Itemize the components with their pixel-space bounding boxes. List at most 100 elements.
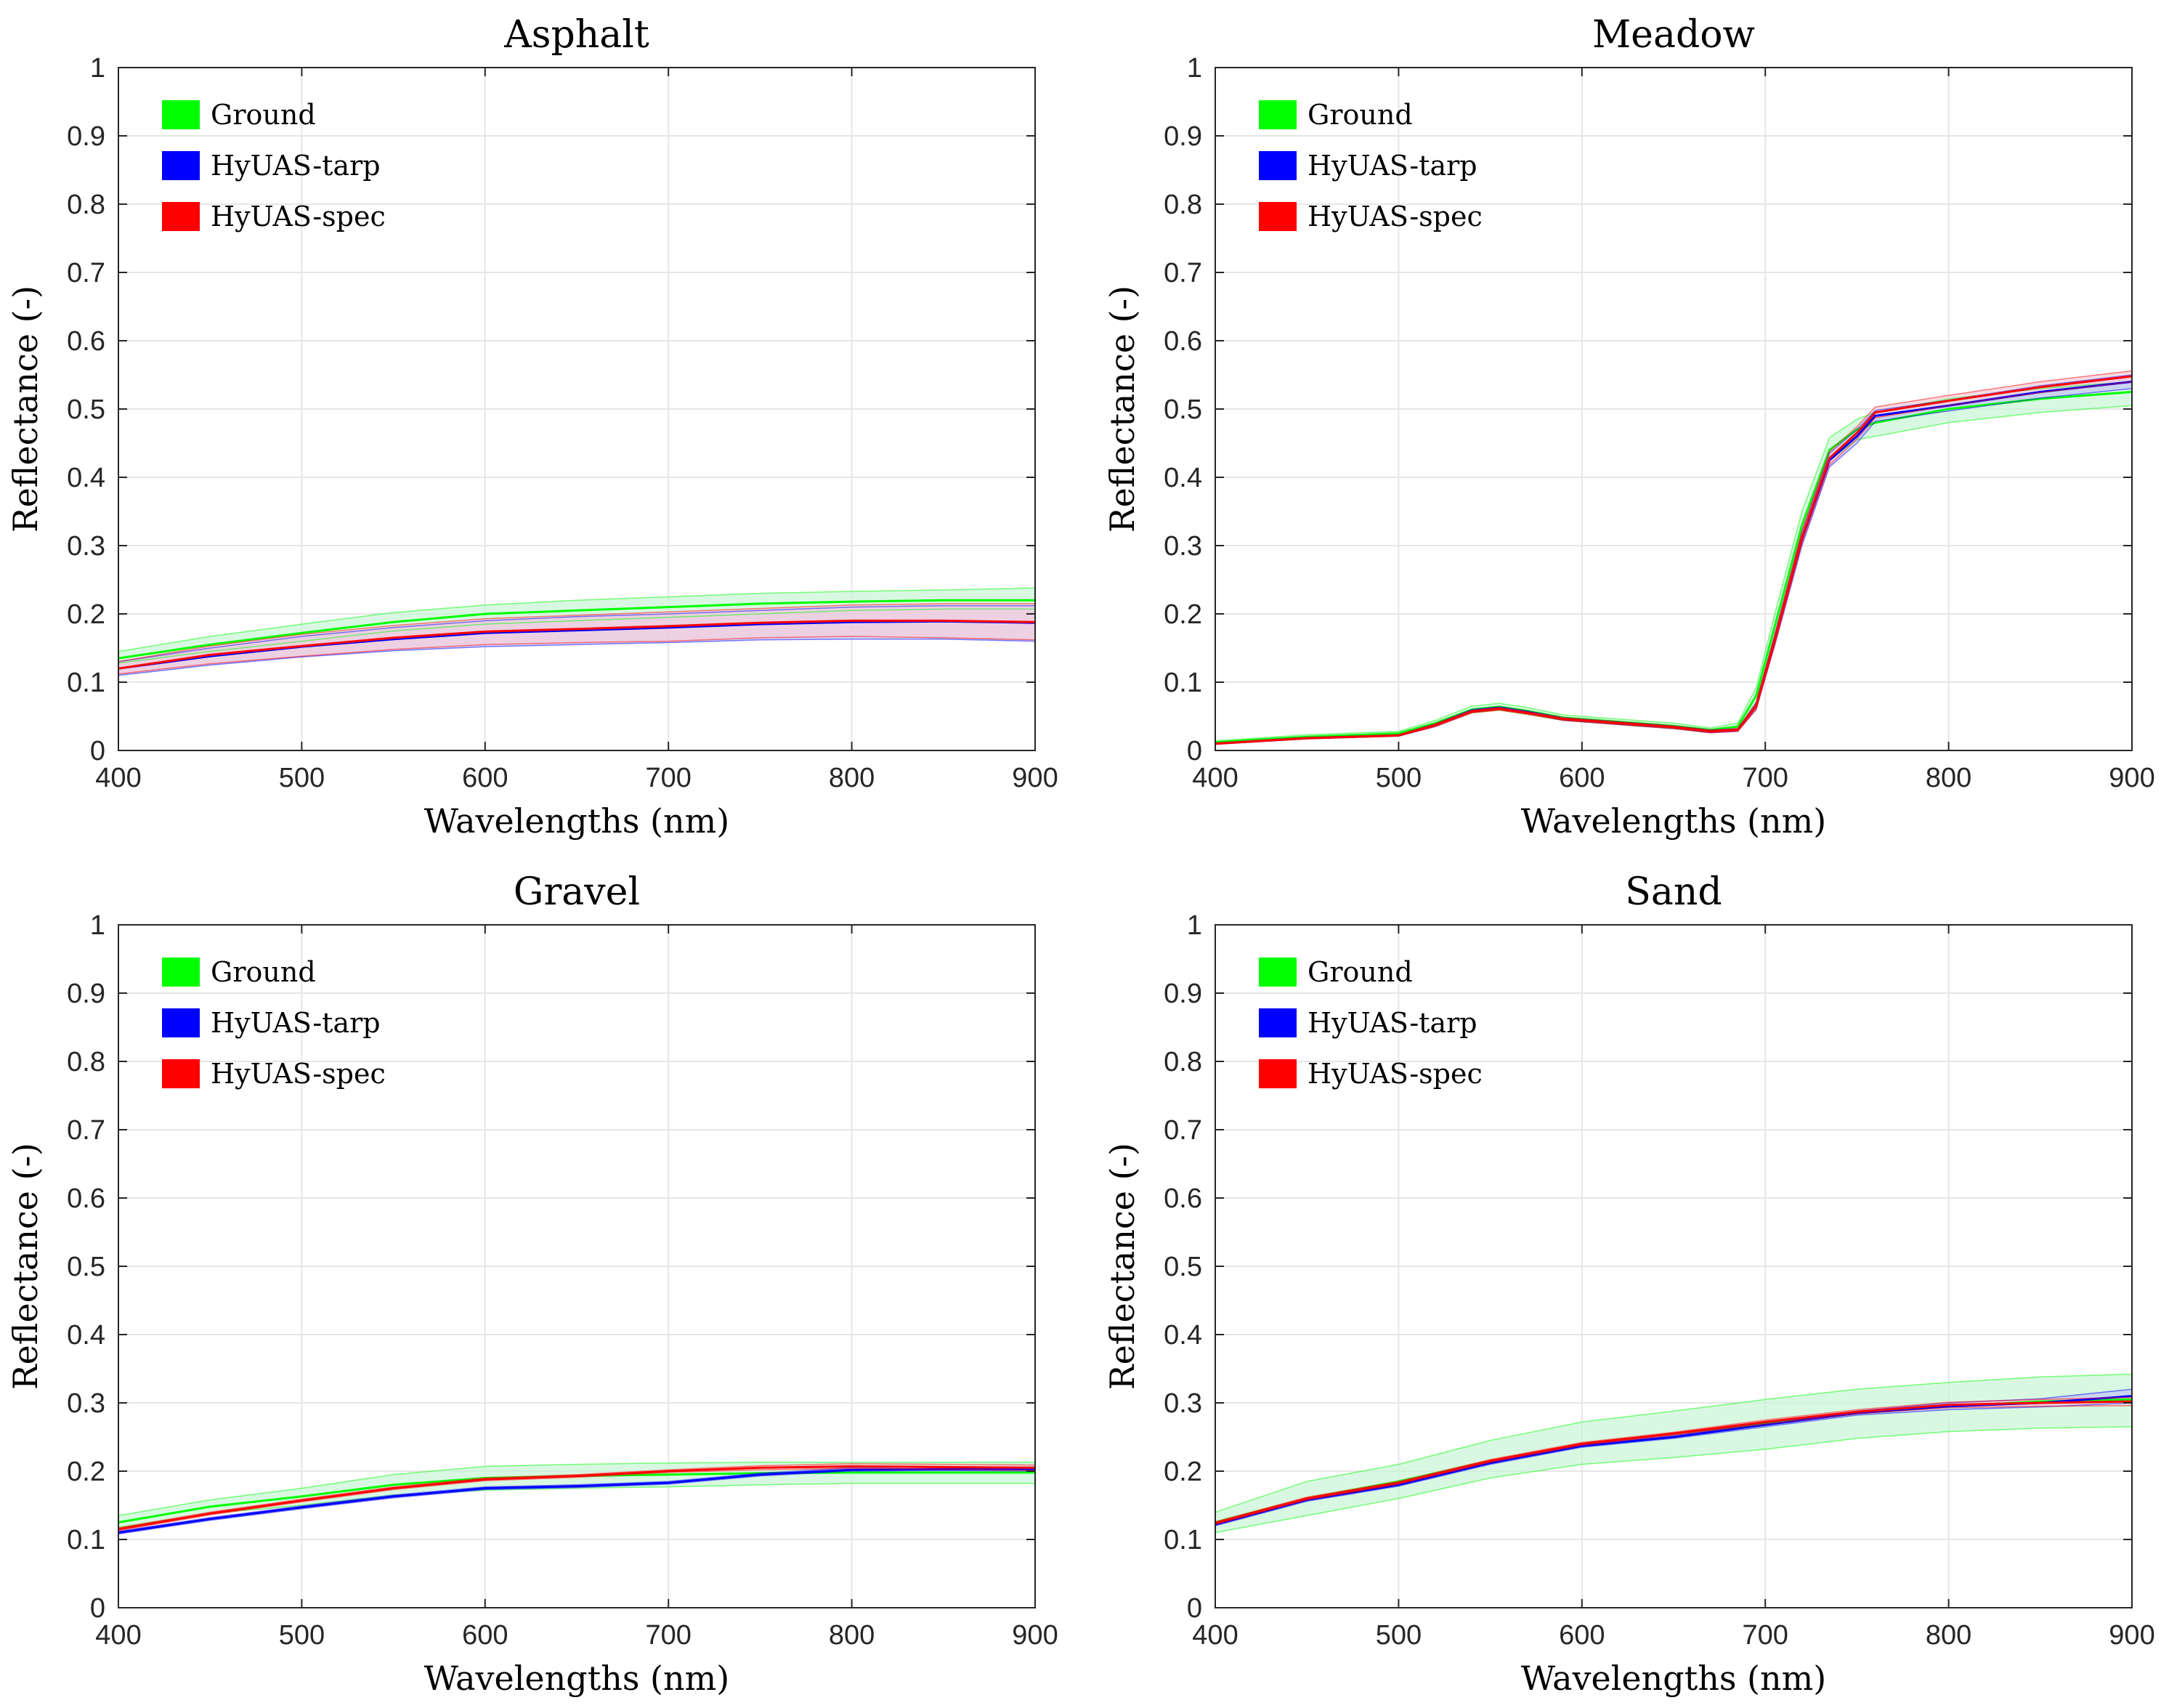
gravel-legend-swatch-hyuas-tarp — [162, 1008, 200, 1037]
gravel-hyuas-tarp-lower-edge — [118, 1470, 1036, 1535]
sand-hyuas-tarp-lower-edge — [1215, 1402, 2133, 1526]
gravel-x-tick-label: 900 — [1012, 1620, 1058, 1651]
meadow-x-axis-label: Wavelengths (nm) — [1521, 801, 1826, 841]
gravel-hyuas-spec-line — [118, 1465, 1036, 1531]
meadow-x-tick-label: 800 — [1926, 763, 1971, 793]
gravel-y-tick-label: 0.1 — [67, 1525, 105, 1555]
sand-legend-label-ground: Ground — [1308, 956, 1413, 988]
asphalt-y-tick-label: 0.2 — [67, 599, 105, 630]
gravel-hyuas-spec-upper-edge — [118, 1462, 1036, 1529]
sand-hyuas-spec-lower-edge — [1215, 1405, 2133, 1526]
sand-hyuas-spec-line — [1215, 1400, 2133, 1524]
asphalt-y-tick-label: 0.4 — [67, 463, 105, 493]
asphalt-y-tick-label: 0.7 — [67, 258, 105, 288]
gravel-chart-title: Gravel — [514, 870, 640, 914]
sand-ground-upper-edge — [1215, 1373, 2133, 1513]
asphalt-x-tick-label: 500 — [279, 763, 325, 793]
meadow-chart-title: Meadow — [1592, 13, 1755, 57]
meadow-y-tick-label: 0.5 — [1164, 394, 1202, 425]
gravel-y-tick-label: 0.9 — [67, 979, 105, 1009]
asphalt-y-tick-label: 0.8 — [67, 190, 105, 220]
asphalt-hyuas-spec-lower-edge — [118, 636, 1036, 675]
sand-y-axis-label: Reflectance (-) — [1103, 1143, 1142, 1390]
asphalt-ground-upper-edge — [118, 587, 1036, 652]
gravel-legend-label-ground: Ground — [211, 956, 316, 988]
sand-y-tick-label: 0.6 — [1164, 1183, 1202, 1214]
sand-legend-swatch-hyuas-tarp — [1259, 1008, 1297, 1037]
meadow-panel: 400 500 600 700 800 900 0 0.1 0.2 0.3 0.4 0.5 0.6 0.7… — [1103, 13, 2155, 841]
asphalt-legend: Ground HyUAS-tarp HyUAS-spec — [162, 99, 386, 232]
sand-y-tick-label: 1 — [1187, 910, 1202, 941]
sand-legend-swatch-ground — [1259, 958, 1297, 987]
sand-y-tick-label: 0 — [1187, 1593, 1202, 1624]
gravel-x-tick-label: 600 — [462, 1620, 508, 1651]
sand-y-tick-label: 0.8 — [1164, 1047, 1202, 1077]
meadow-legend-swatch-hyuas-spec — [1259, 202, 1297, 231]
meadow-x-tick-label: 600 — [1559, 763, 1605, 793]
sand-legend-label-hyuas-tarp: HyUAS-tarp — [1308, 1007, 1477, 1039]
sand-y-tick-label: 0.7 — [1164, 1115, 1202, 1146]
asphalt-legend-label-hyuas-tarp: HyUAS-tarp — [211, 150, 381, 182]
gravel-y-axis-label: Reflectance (-) — [6, 1143, 45, 1390]
meadow-legend-label-hyuas-tarp: HyUAS-tarp — [1308, 150, 1477, 182]
meadow-y-tick-label: 0.7 — [1164, 258, 1202, 288]
gravel-ground-upper-edge — [118, 1462, 1035, 1516]
sand-y-tick-label: 0.3 — [1164, 1388, 1202, 1419]
gravel-ground-band — [118, 1462, 1035, 1528]
asphalt-legend-swatch-hyuas-spec — [162, 202, 200, 231]
gravel-y-tick-label: 0.7 — [67, 1115, 105, 1146]
sand-y-tick-label: 0.1 — [1164, 1525, 1202, 1555]
gravel-hyuas-spec-lower-edge — [118, 1468, 1036, 1531]
asphalt-hyuas-tarp-lower-edge — [118, 639, 1036, 676]
asphalt-y-tick-label: 0.5 — [67, 394, 105, 425]
meadow-y-tick-label: 0 — [1187, 736, 1202, 766]
asphalt-legend-swatch-ground — [162, 100, 200, 129]
asphalt-x-axis-label: Wavelengths (nm) — [424, 801, 729, 841]
meadow-y-tick-label: 0.4 — [1164, 463, 1202, 493]
sand-y-tick-label: 0.4 — [1164, 1320, 1202, 1351]
gravel-y-tick-label: 0.4 — [67, 1320, 105, 1351]
meadow-x-tick-label: 700 — [1742, 763, 1788, 793]
meadow-hyuas-spec-line — [1215, 375, 2133, 745]
asphalt-ground-lower-edge — [118, 608, 1035, 664]
gravel-y-tick-label: 0.5 — [67, 1252, 105, 1282]
asphalt-y-tick-label: 0 — [90, 736, 105, 766]
gravel-y-tick-label: 0.3 — [67, 1388, 105, 1419]
meadow-legend-label-ground: Ground — [1308, 99, 1413, 131]
meadow-ground-upper-edge — [1215, 381, 2133, 742]
sand-x-axis-label: Wavelengths (nm) — [1521, 1659, 1826, 1698]
gravel-y-tick-label: 0 — [90, 1593, 105, 1624]
asphalt-y-tick-label: 0.3 — [67, 531, 105, 562]
meadow-hyuas-spec-lower-edge — [1215, 381, 2133, 745]
sand-ground-band — [1215, 1374, 2132, 1533]
asphalt-x-tick-label: 800 — [829, 763, 875, 793]
gravel-x-tick-label: 700 — [645, 1620, 691, 1651]
asphalt-hyuas-spec-upper-edge — [118, 603, 1035, 663]
meadow-legend-swatch-hyuas-tarp — [1259, 151, 1297, 180]
gravel-legend: Ground HyUAS-tarp HyUAS-spec — [162, 956, 386, 1090]
asphalt-chart-title: Asphalt — [503, 13, 649, 57]
asphalt-ground-line — [118, 599, 1035, 660]
sand-hyuas-spec-upper-edge — [1215, 1396, 2133, 1523]
gravel-x-tick-label: 800 — [829, 1620, 875, 1651]
asphalt-legend-label-ground: Ground — [211, 99, 316, 131]
asphalt-legend-swatch-hyuas-tarp — [162, 151, 200, 180]
sand-chart-title: Sand — [1625, 870, 1722, 914]
meadow-x-tick-label: 500 — [1376, 763, 1422, 793]
asphalt-x-tick-label: 600 — [462, 763, 508, 793]
asphalt-x-tick-label: 400 — [95, 763, 141, 793]
meadow-y-axis-label: Reflectance (-) — [1103, 286, 1142, 533]
asphalt-y-tick-label: 0.1 — [67, 668, 105, 698]
sand-y-tick-label: 0.2 — [1164, 1457, 1202, 1487]
sand-y-tick-label: 0.9 — [1164, 979, 1202, 1009]
asphalt-panel: 400 500 600 700 800 900 0 0.1 0.2 0.3 0.4 0.5 0.6 0.7… — [6, 13, 1058, 841]
meadow-y-tick-label: 0.3 — [1164, 531, 1202, 562]
meadow-x-tick-label: 400 — [1192, 763, 1238, 793]
gravel-y-tick-label: 0.6 — [67, 1183, 105, 1214]
meadow-legend-swatch-ground — [1259, 100, 1297, 129]
gravel-legend-swatch-ground — [162, 958, 200, 987]
gravel-y-tick-label: 0.8 — [67, 1047, 105, 1077]
gravel-legend-swatch-hyuas-spec — [162, 1059, 200, 1088]
gravel-y-tick-label: 0.2 — [67, 1457, 105, 1487]
